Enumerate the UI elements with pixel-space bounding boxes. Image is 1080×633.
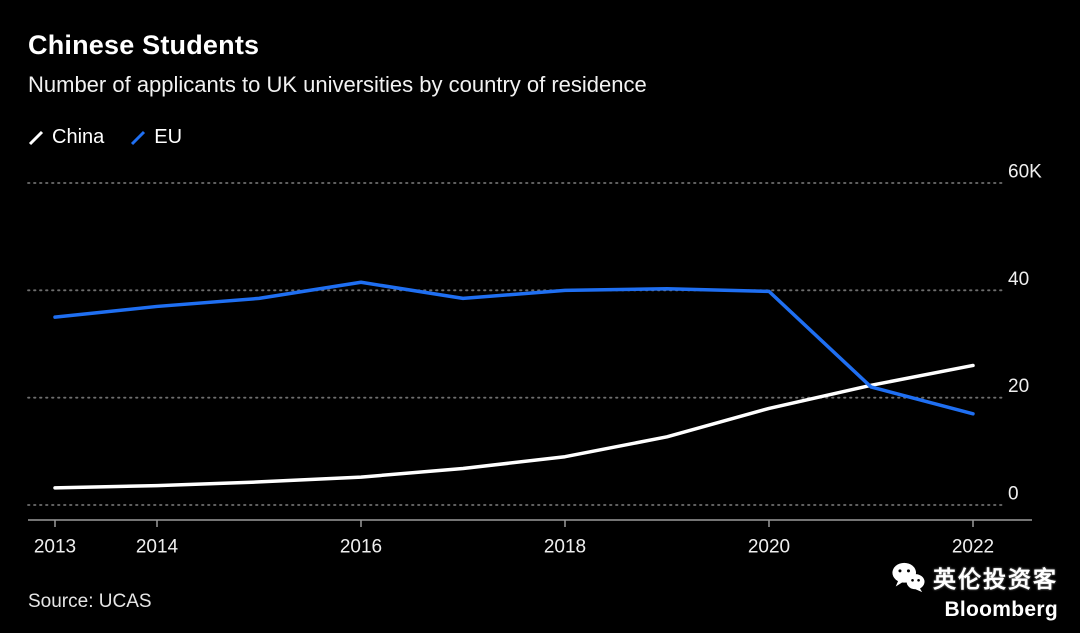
x-tick-label: 2013 (34, 537, 76, 558)
china-line-swatch-icon (28, 130, 44, 145)
x-tick-label: 2022 (952, 537, 994, 558)
y-tick-label: 20 (1008, 376, 1029, 397)
wechat-icon (892, 562, 925, 593)
x-tick-label: 2020 (748, 537, 790, 558)
y-tick-label: 0 (1008, 484, 1019, 505)
legend-label-china: China (52, 126, 105, 148)
x-tick-label: 2018 (544, 537, 586, 558)
legend-item-china: China (28, 126, 104, 149)
legend-label-eu: EU (154, 126, 183, 148)
y-tick-label: 60K (1008, 162, 1042, 183)
eu-line-swatch-icon (131, 130, 146, 145)
chart-legend: China EU (28, 126, 182, 149)
legend-item-eu: EU (130, 126, 182, 149)
series-line-china (53, 363, 975, 490)
series-line-eu (53, 280, 975, 416)
wechat-account-name: 英伦投资客 (933, 566, 1058, 592)
chart-title: Chinese Students (28, 30, 260, 60)
y-gridlines (27, 182, 1003, 506)
watermark: 英伦投资客 Bloomberg (891, 560, 1058, 622)
x-axis: 2013 2014 2016 2018 2020 2022 (28, 519, 1032, 558)
bloomberg-logo: Bloomberg (944, 598, 1058, 621)
y-axis-labels: 0 20 40 60K (1008, 162, 1042, 505)
x-tick-label: 2014 (136, 537, 179, 558)
wechat-watermark: 英伦投资客 (891, 560, 1058, 594)
chart-subtitle: Number of applicants to UK universities … (28, 72, 647, 97)
x-tick-label: 2016 (340, 537, 382, 558)
source-label: Source: UCAS (28, 591, 152, 612)
y-tick-label: 40 (1008, 269, 1029, 290)
